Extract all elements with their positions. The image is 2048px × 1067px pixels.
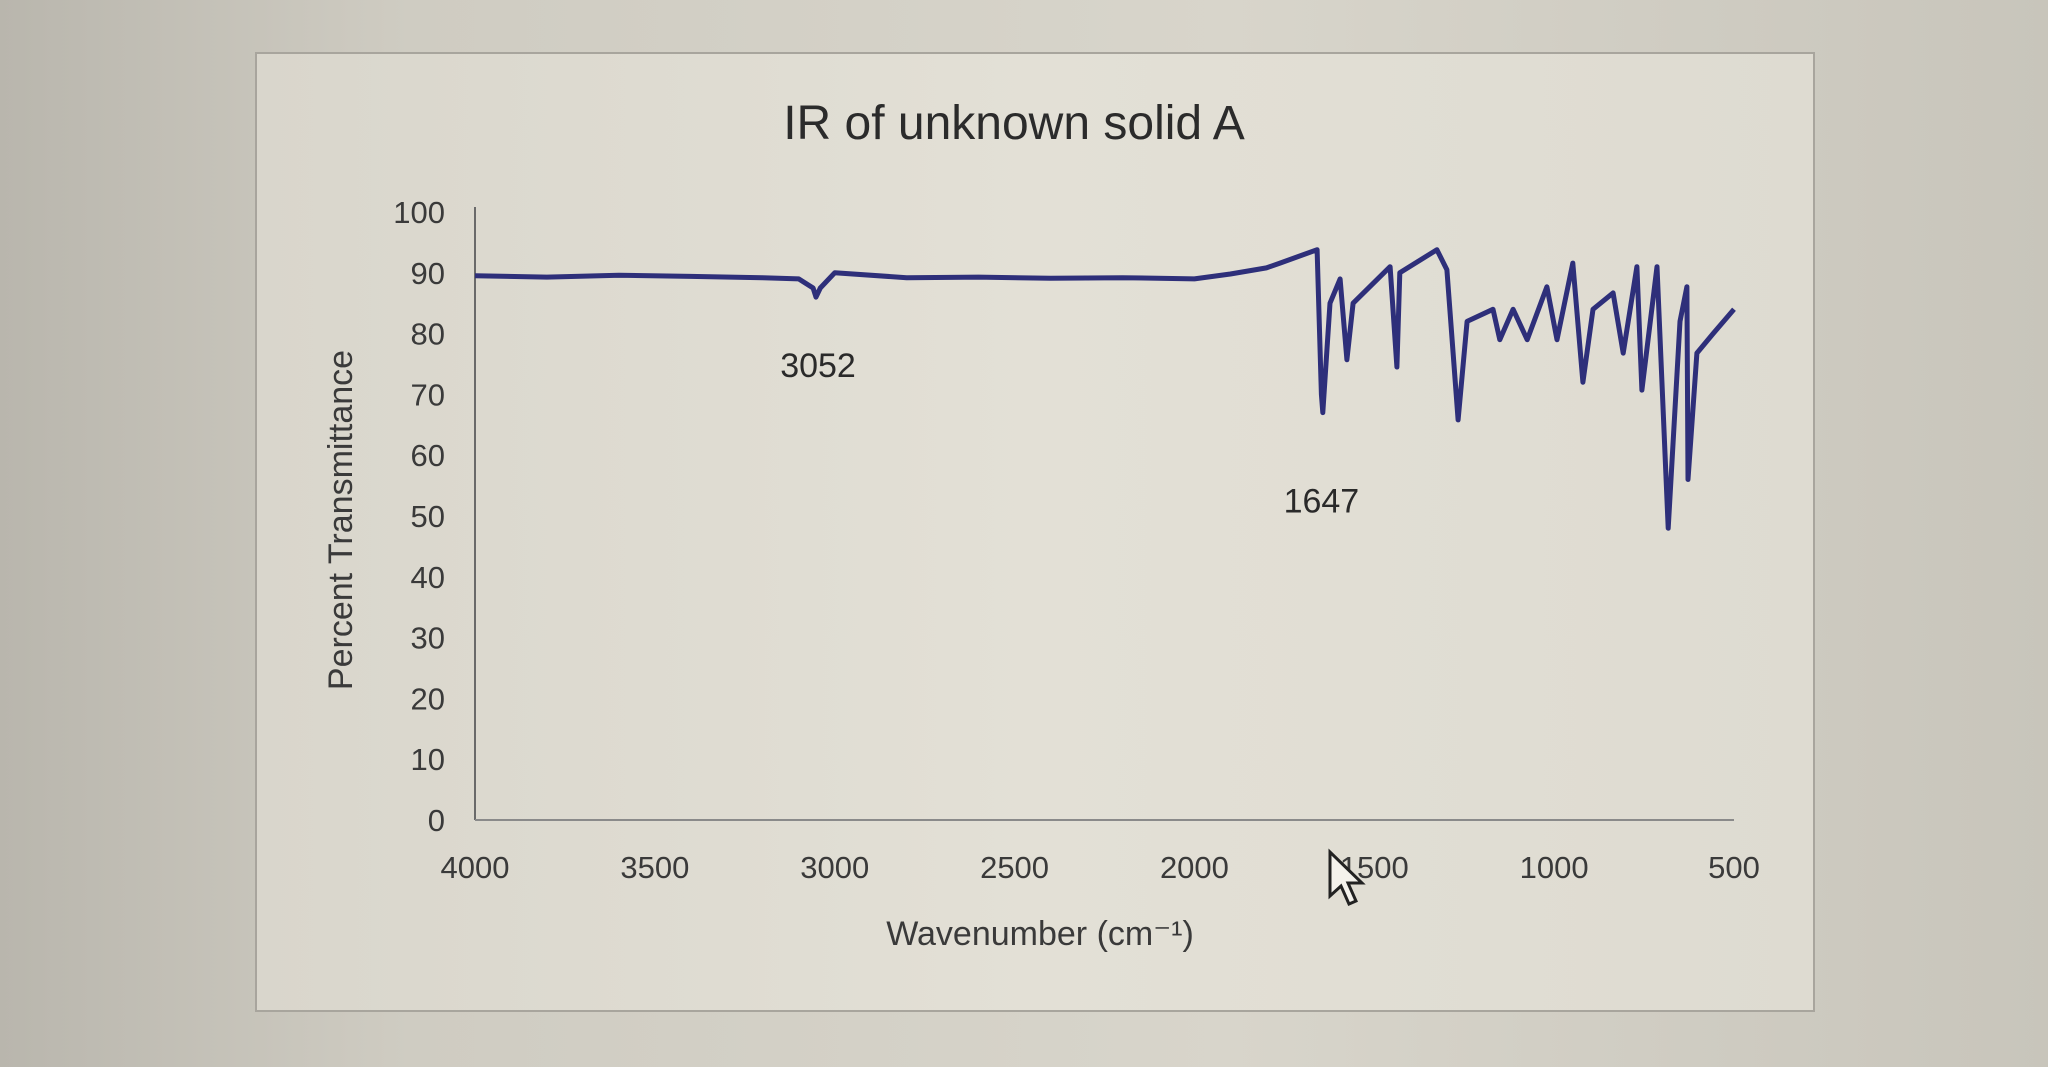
series-line <box>474 247 1736 531</box>
y-tick-label: 20 <box>411 681 445 716</box>
x-tick-label: 3000 <box>800 850 869 885</box>
y-tick-label: 40 <box>411 560 445 595</box>
y-tick-label: 0 <box>428 803 445 838</box>
y-tick-label: 70 <box>411 377 445 412</box>
x-tick-label: 2500 <box>980 850 1049 885</box>
y-axis-title: Percent Transmittance <box>322 350 360 690</box>
y-tick-label: 10 <box>411 742 445 777</box>
chart-title: IR of unknown solid A <box>783 97 1245 150</box>
mouse-pointer-icon <box>1328 848 1366 906</box>
peak-annotation: 1647 <box>1284 483 1360 521</box>
y-tick-label: 60 <box>411 438 445 473</box>
y-tick-label: 50 <box>411 499 445 534</box>
x-axis-title: Wavenumber (cm⁻¹) <box>886 915 1194 953</box>
y-tick-label: 90 <box>411 256 445 291</box>
x-tick-label: 1000 <box>1520 850 1589 885</box>
y-tick-label: 30 <box>411 621 445 656</box>
x-tick-label: 2000 <box>1160 850 1229 885</box>
y-tick-label: 100 <box>393 195 445 230</box>
x-tick-label: 4000 <box>441 850 510 885</box>
y-tick-label: 80 <box>411 317 445 352</box>
chart-area <box>255 52 1815 1012</box>
x-tick-label: 500 <box>1708 850 1760 885</box>
peak-annotation: 3052 <box>780 347 856 385</box>
x-tick-label: 3500 <box>620 850 689 885</box>
